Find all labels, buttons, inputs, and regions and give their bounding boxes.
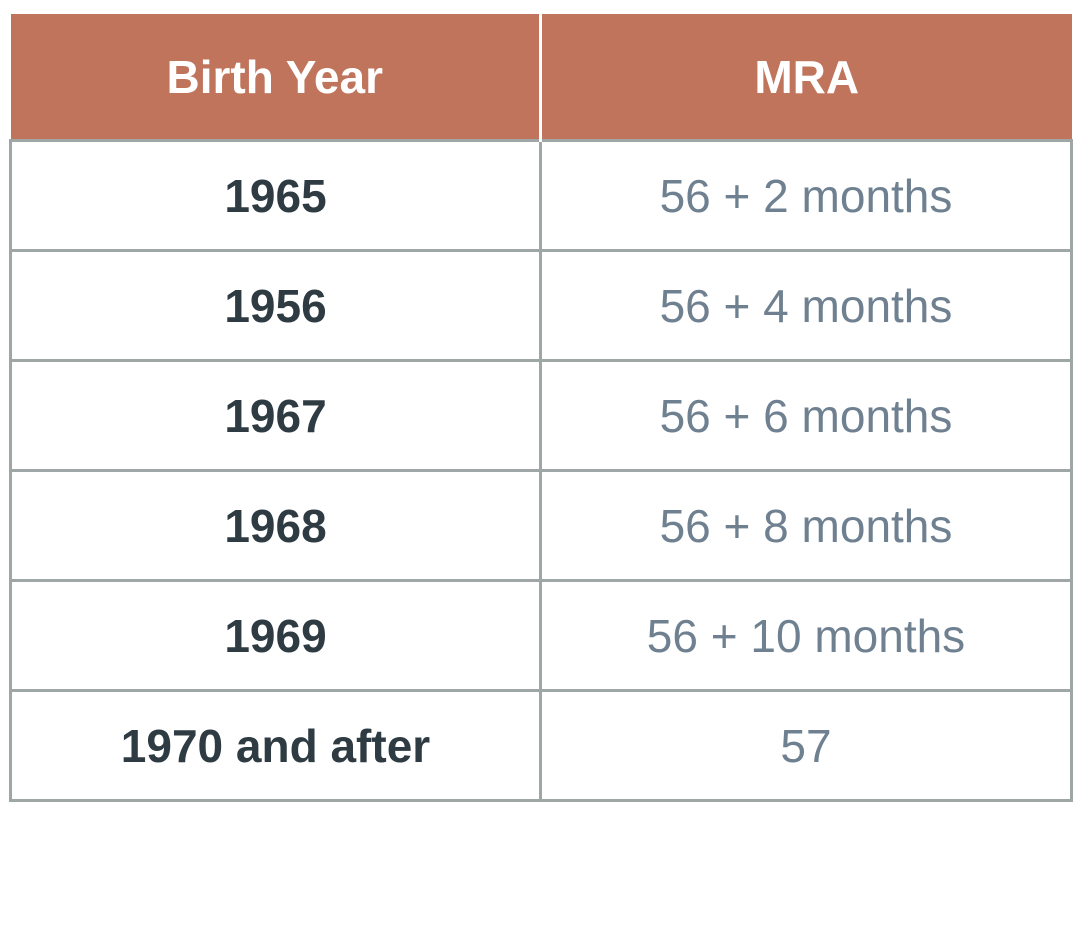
table-row: 1968 56 + 8 months xyxy=(9,469,1073,582)
birth-year-cell: 1956 xyxy=(9,249,542,362)
table-row: 1956 56 + 4 months xyxy=(9,249,1073,362)
birth-year-cell: 1970 and after xyxy=(9,689,542,802)
table-row: 1965 56 + 2 months xyxy=(9,139,1073,252)
birth-year-cell: 1968 xyxy=(9,469,542,582)
birth-year-cell: 1969 xyxy=(9,579,542,692)
mra-cell: 56 + 6 months xyxy=(539,359,1073,472)
mra-cell: 56 + 4 months xyxy=(539,249,1073,362)
header-mra: MRA xyxy=(540,14,1072,141)
mra-cell: 56 + 8 months xyxy=(539,469,1073,582)
birth-year-cell: 1965 xyxy=(9,139,542,252)
mra-cell: 56 + 10 months xyxy=(539,579,1073,692)
mra-cell: 57 xyxy=(539,689,1073,802)
birth-year-cell: 1967 xyxy=(9,359,542,472)
header-birth-year: Birth Year xyxy=(10,14,542,141)
table-row: 1969 56 + 10 months xyxy=(9,579,1073,692)
mra-table: Birth Year MRA 1965 56 + 2 months 1956 5… xyxy=(9,14,1073,802)
header-row: Birth Year MRA xyxy=(10,14,1072,141)
table-row: 1970 and after 57 xyxy=(9,689,1073,802)
table-row: 1967 56 + 6 months xyxy=(9,359,1073,472)
mra-table-container: Birth Year MRA 1965 56 + 2 months 1956 5… xyxy=(9,14,1073,802)
mra-cell: 56 + 2 months xyxy=(539,139,1073,252)
